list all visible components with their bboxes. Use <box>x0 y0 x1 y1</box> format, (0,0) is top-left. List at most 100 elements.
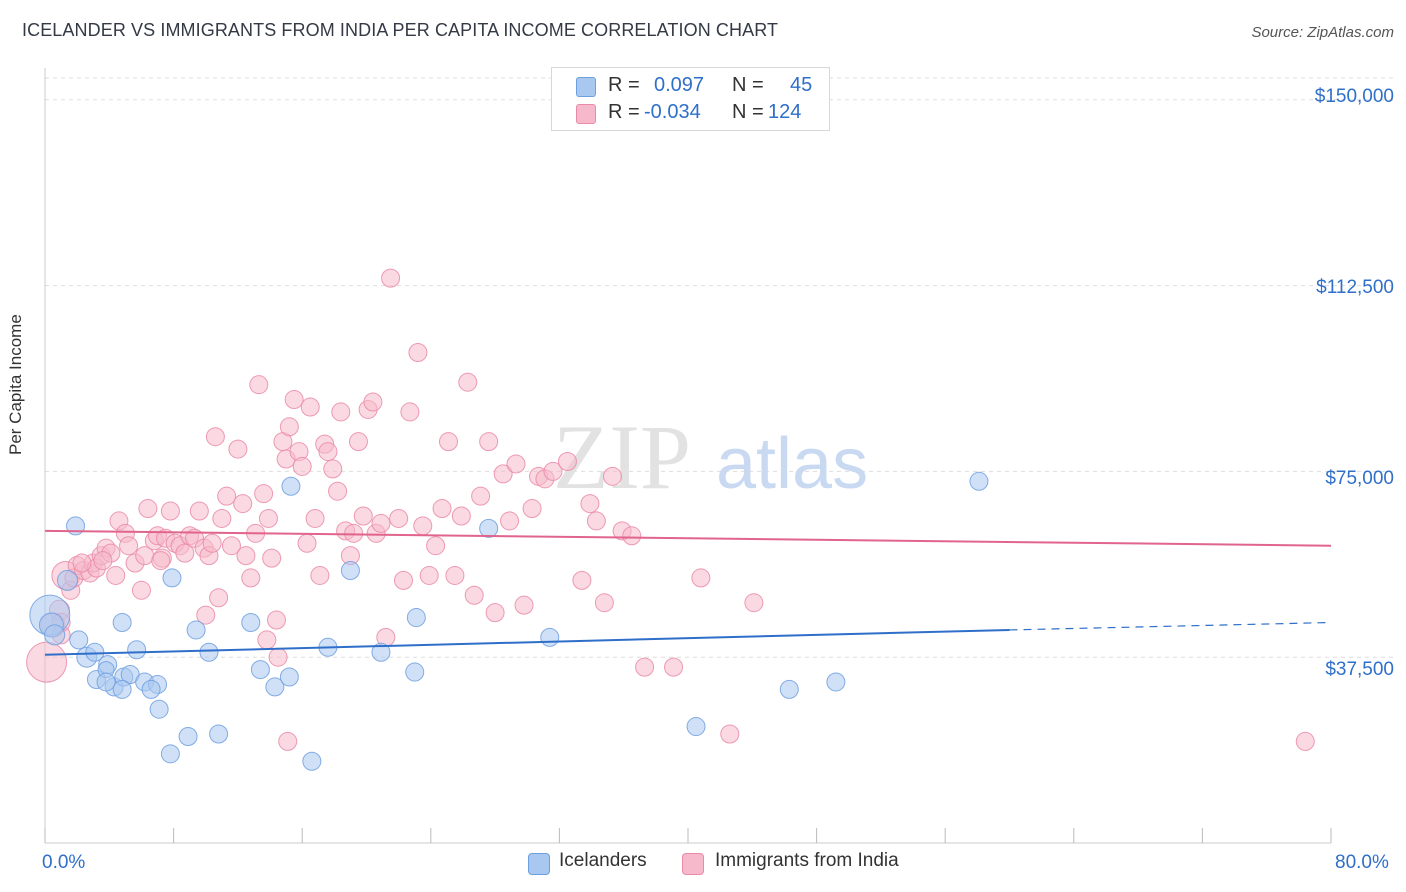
icelander-point <box>406 608 426 628</box>
india-point <box>278 731 298 751</box>
india-point <box>106 565 126 585</box>
india-point <box>212 508 232 528</box>
icelander-point <box>69 630 89 650</box>
india-point <box>119 536 139 556</box>
india-point <box>451 506 471 526</box>
india-point <box>160 501 180 521</box>
india-point <box>300 397 320 417</box>
y-tick-label: $150,000 <box>1314 86 1394 107</box>
legend-n-value: 124 <box>768 101 802 123</box>
legend-r-value: 0.097 <box>654 74 705 96</box>
india-point <box>266 610 286 630</box>
icelander-point <box>149 699 169 719</box>
legend-n-label: N = <box>732 74 764 96</box>
india-point <box>408 342 428 362</box>
watermark-atlas: atlas <box>716 424 868 504</box>
india-point <box>400 402 420 422</box>
icelander-point <box>186 620 206 640</box>
icelander-point <box>779 679 799 699</box>
bottom-legend-label: Icelanders <box>559 850 647 871</box>
india-point <box>284 390 304 410</box>
icelander-point <box>265 677 285 697</box>
india-point <box>691 568 711 588</box>
india-point <box>1295 731 1315 751</box>
india-point <box>331 402 351 422</box>
india-point <box>189 501 209 521</box>
icelander-point <box>209 724 229 744</box>
india-point <box>471 486 491 506</box>
india-point <box>258 508 278 528</box>
india-point <box>363 392 383 412</box>
india-point <box>413 516 433 536</box>
india-point <box>500 511 520 531</box>
india-point <box>458 372 478 392</box>
india-point <box>26 641 68 683</box>
india-point <box>353 506 373 526</box>
legend-r-label: R = <box>608 74 640 96</box>
india-point <box>594 593 614 613</box>
india-point <box>479 432 499 452</box>
legend-n-label: N = <box>732 101 764 123</box>
india-point <box>344 523 364 543</box>
icelander-point <box>302 751 322 771</box>
icelander-point <box>250 660 270 680</box>
india-point <box>426 536 446 556</box>
icelander-point <box>178 726 198 746</box>
india-point <box>196 605 216 625</box>
icelander-point <box>969 471 989 491</box>
india-point <box>438 432 458 452</box>
india-point <box>151 551 171 571</box>
india-trend-line <box>44 529 1332 547</box>
india-point <box>297 533 317 553</box>
india-point <box>445 565 465 585</box>
india-point <box>664 657 684 677</box>
india-point <box>389 508 409 528</box>
trend-lines <box>44 529 1332 656</box>
legend-swatch-pink <box>576 104 596 124</box>
india-point <box>257 630 277 650</box>
india-point <box>241 568 261 588</box>
icelander-point <box>162 568 182 588</box>
series-india-points <box>26 268 1315 751</box>
india-point <box>268 647 288 667</box>
source-label: Source: ZipAtlas.com <box>1251 24 1394 41</box>
india-point <box>744 593 764 613</box>
icelander-point <box>160 744 180 764</box>
icelander-trend-line <box>44 628 1010 656</box>
icelander-point <box>371 642 391 662</box>
india-point <box>635 657 655 677</box>
india-point <box>323 459 343 479</box>
india-point <box>93 551 113 571</box>
x-tick-label-max: 80.0% <box>1335 852 1389 873</box>
legend-n-value: 45 <box>790 74 813 96</box>
icelander-point <box>281 476 301 496</box>
icelander-point <box>279 667 299 687</box>
icelander-point <box>127 640 147 660</box>
india-point <box>205 427 225 447</box>
india-point <box>371 513 391 533</box>
india-point <box>305 508 325 528</box>
india-point <box>522 499 542 519</box>
series-icelanders-points <box>29 471 989 771</box>
icelander-point <box>686 717 706 737</box>
y-tick-label: $75,000 <box>1325 468 1394 489</box>
icelander-point <box>340 560 360 580</box>
india-point <box>175 543 195 563</box>
legend-row-india: R = -0.034 N = 124 <box>552 101 829 127</box>
y-tick-label: $37,500 <box>1325 659 1394 680</box>
icelander-point <box>112 613 132 633</box>
icelander-point <box>540 627 560 647</box>
bottom-legend-swatch-blue <box>528 853 550 875</box>
india-point <box>720 724 740 744</box>
india-point <box>393 570 413 590</box>
india-point <box>586 511 606 531</box>
legend-row-icelanders: R = 0.097 N = 45 <box>552 74 829 100</box>
icelander-point <box>479 518 499 538</box>
india-point <box>202 533 222 553</box>
india-point <box>318 442 338 462</box>
india-point <box>580 494 600 514</box>
icelander-trend-extension <box>1009 621 1332 631</box>
india-point <box>138 499 158 519</box>
india-point <box>249 375 269 395</box>
india-point <box>221 536 241 556</box>
